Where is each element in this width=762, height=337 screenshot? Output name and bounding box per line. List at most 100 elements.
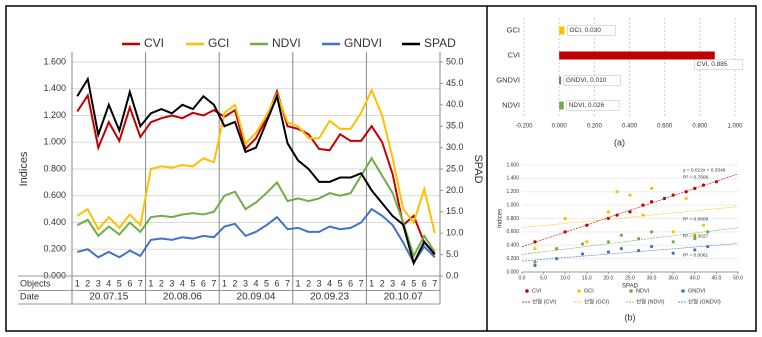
x-tick-label: -0.200 xyxy=(515,124,533,130)
x-tick-label: 0.400 xyxy=(622,124,638,130)
bar xyxy=(559,101,564,110)
date-label: 20.10.07 xyxy=(384,292,423,303)
caption: (b) xyxy=(625,312,636,322)
y-tick-label: 1.200 xyxy=(506,189,519,195)
category-label: CVI xyxy=(507,50,520,59)
y-tick-label: 0.200 xyxy=(43,244,66,254)
point xyxy=(533,263,537,267)
series-line xyxy=(76,88,436,254)
point xyxy=(684,196,688,201)
x-axis-title: SPAD xyxy=(622,284,639,290)
legend-marker xyxy=(577,289,581,293)
x-tick-label: 1 xyxy=(369,278,374,288)
x-tick-label: 50.0 xyxy=(733,275,743,281)
trend-line xyxy=(521,206,739,228)
caption: (a) xyxy=(614,137,625,147)
point xyxy=(706,244,710,249)
y2-tick-label: 30.0 xyxy=(446,142,464,152)
date-label: 20.08.06 xyxy=(163,292,202,303)
x-tick-label: 0.0 xyxy=(519,275,526,281)
legend-trend-label: 선형 (GCI) xyxy=(584,297,609,305)
y-tick-label: 0.600 xyxy=(43,190,66,200)
y-tick-label: 1.600 xyxy=(506,162,519,168)
date-label: 20.09.04 xyxy=(237,292,276,303)
x-tick-label: 30.0 xyxy=(647,275,657,281)
trend-line xyxy=(521,227,739,255)
value-label-box xyxy=(563,75,621,86)
x-tick-label: 4 xyxy=(327,278,332,288)
x-tick-label: 1 xyxy=(75,278,80,288)
series-line xyxy=(76,156,436,259)
point xyxy=(693,236,697,241)
legend-label: NDVI xyxy=(636,288,650,294)
y-tick-label: 1.000 xyxy=(506,202,519,208)
bar xyxy=(559,76,561,85)
point xyxy=(662,196,667,201)
y-tick-label: 0.600 xyxy=(506,229,519,235)
annotation: R² = 0.0009 xyxy=(683,216,709,222)
x-tick-label: 5 xyxy=(117,278,122,288)
y-axis-title: Indices xyxy=(498,209,504,228)
annotation: R² = 0.7606 xyxy=(683,174,709,180)
point xyxy=(606,216,611,221)
x-tick-label: 3 xyxy=(317,278,322,288)
x-tick-label: 3 xyxy=(169,278,174,288)
legend-label: GCI xyxy=(584,288,594,294)
point xyxy=(628,210,632,214)
x-tick-label: 6 xyxy=(348,278,353,288)
y2-tick-label: 45.0 xyxy=(446,78,464,88)
point xyxy=(615,213,619,217)
value-label: GNDVI, 0.010 xyxy=(566,77,607,84)
y2-axis-title: SPAD xyxy=(472,154,484,183)
x-tick-label: 6 xyxy=(127,278,132,288)
y2-tick-label: 0.0 xyxy=(446,270,459,280)
x-tick-label: 0.000 xyxy=(552,124,568,130)
point xyxy=(671,240,675,244)
point xyxy=(650,230,654,234)
x-tick-label: 1.000 xyxy=(727,124,743,130)
x-tick-label: 4 xyxy=(106,278,111,288)
y2-tick-label: 5.0 xyxy=(446,249,459,259)
point xyxy=(533,240,537,244)
x-tick-label: 0.600 xyxy=(657,124,673,130)
point xyxy=(554,246,559,251)
x-tick-label: 4 xyxy=(401,278,406,288)
x-tick-label: 5 xyxy=(264,278,269,288)
point xyxy=(585,240,589,244)
y-tick-label: 0.000 xyxy=(43,270,66,280)
bar xyxy=(559,51,715,60)
point xyxy=(650,186,654,191)
x-tick-label: 2 xyxy=(232,278,237,288)
legend-trend-label: 선형 (NDVI) xyxy=(636,297,665,305)
row-label: Date xyxy=(20,291,39,301)
point xyxy=(580,252,585,256)
value-label-box xyxy=(566,100,620,111)
point xyxy=(628,193,632,197)
y2-tick-label: 35.0 xyxy=(446,121,464,131)
y-tick-label: 0.400 xyxy=(43,217,66,227)
category-label: GNDVI xyxy=(496,75,520,84)
x-tick-label: 45.0 xyxy=(712,275,722,281)
point xyxy=(650,200,654,204)
y2-tick-label: 20.0 xyxy=(446,185,464,195)
point xyxy=(706,230,710,234)
value-label-box xyxy=(567,25,616,36)
point xyxy=(619,246,623,251)
point xyxy=(641,203,645,207)
x-tick-label: 3 xyxy=(96,278,101,288)
point xyxy=(701,223,706,227)
point xyxy=(533,246,537,251)
point xyxy=(671,193,675,197)
x-tick-label: 2 xyxy=(306,278,311,288)
category-label: GCI xyxy=(507,25,520,34)
point xyxy=(641,213,645,217)
legend-label: NDVI xyxy=(272,36,301,50)
legend-marker xyxy=(525,289,529,293)
value-label-box xyxy=(694,59,744,70)
value-label: CVI, 0.885 xyxy=(697,61,728,68)
y-tick-label: 0.000 xyxy=(506,269,519,275)
legend-label: GNDVI xyxy=(344,36,382,50)
x-tick-label: 1 xyxy=(296,278,301,288)
x-tick-label: 5 xyxy=(411,278,416,288)
date-label: 20.07.15 xyxy=(89,292,128,303)
